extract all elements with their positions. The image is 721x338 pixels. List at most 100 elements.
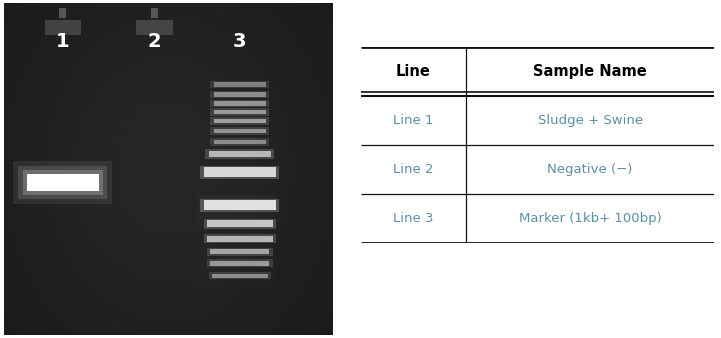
Bar — [197, 204, 276, 206]
Bar — [200, 199, 279, 212]
Bar — [211, 138, 270, 146]
Bar — [200, 166, 279, 179]
Bar — [197, 243, 276, 244]
Bar — [197, 202, 276, 203]
Text: Line 3: Line 3 — [393, 212, 434, 225]
Bar — [197, 270, 276, 271]
Bar — [197, 229, 276, 230]
Bar — [136, 20, 172, 35]
Bar — [59, 8, 66, 18]
Bar — [197, 201, 276, 202]
Bar — [197, 240, 276, 241]
Bar — [213, 101, 266, 105]
Bar — [197, 228, 276, 229]
Bar — [197, 214, 276, 215]
Bar — [197, 266, 276, 267]
Bar — [197, 252, 276, 253]
Bar — [45, 20, 81, 35]
Bar — [197, 219, 276, 220]
Bar — [212, 273, 267, 278]
Bar — [197, 262, 276, 263]
Bar — [197, 198, 276, 199]
Bar — [22, 170, 102, 194]
Text: Line: Line — [396, 64, 431, 79]
Bar — [197, 244, 276, 245]
Bar — [197, 269, 276, 270]
Bar — [208, 151, 271, 157]
Bar — [213, 92, 266, 97]
Bar — [197, 237, 276, 238]
Bar — [197, 241, 276, 242]
Bar — [197, 196, 276, 197]
Bar — [197, 283, 276, 284]
Bar — [211, 91, 270, 98]
Bar — [197, 250, 276, 251]
Bar — [197, 254, 276, 255]
Bar — [197, 250, 276, 251]
Text: 2: 2 — [148, 32, 162, 51]
Bar — [197, 200, 276, 201]
Bar — [197, 195, 276, 196]
Text: Negative (−): Negative (−) — [547, 163, 633, 176]
Bar — [197, 225, 276, 226]
Bar — [197, 221, 276, 222]
Bar — [197, 282, 276, 283]
Bar — [197, 264, 276, 265]
Bar — [197, 267, 276, 268]
Bar — [197, 209, 276, 210]
Bar — [213, 110, 266, 114]
Bar — [197, 263, 276, 264]
Bar — [197, 235, 276, 236]
Text: 1: 1 — [56, 32, 69, 51]
Bar — [197, 224, 276, 225]
Bar — [197, 244, 276, 245]
Bar — [197, 265, 276, 266]
Text: Sample Name: Sample Name — [534, 64, 647, 79]
Bar — [197, 230, 276, 231]
Bar — [197, 203, 276, 204]
Bar — [197, 285, 276, 286]
Bar — [197, 272, 276, 273]
Bar — [197, 198, 276, 199]
Bar — [204, 234, 276, 243]
Text: Marker (1kb+ 100bp): Marker (1kb+ 100bp) — [519, 212, 661, 225]
Bar — [197, 277, 276, 278]
Bar — [197, 232, 276, 233]
Bar — [197, 207, 276, 208]
Bar — [207, 247, 273, 256]
Bar — [197, 276, 276, 277]
Bar — [18, 166, 107, 199]
Bar — [197, 259, 276, 260]
Bar — [197, 222, 276, 223]
Bar — [197, 199, 276, 200]
Bar — [211, 127, 270, 135]
Bar — [197, 233, 276, 234]
Bar — [197, 260, 276, 261]
Bar — [211, 100, 270, 107]
Bar — [197, 216, 276, 217]
Bar — [197, 227, 276, 228]
Bar — [197, 206, 276, 207]
Bar — [197, 275, 276, 276]
Bar — [197, 212, 276, 213]
Bar — [204, 219, 276, 228]
Bar — [197, 280, 276, 281]
Bar — [207, 236, 273, 242]
Bar — [211, 81, 270, 88]
Bar — [197, 280, 276, 281]
Bar — [197, 281, 276, 282]
Bar — [197, 222, 276, 223]
Bar — [207, 220, 273, 227]
Bar — [197, 234, 276, 235]
Bar — [197, 253, 276, 254]
Bar — [197, 286, 276, 287]
Bar — [14, 161, 112, 204]
Bar — [211, 117, 270, 125]
Bar — [197, 210, 276, 211]
Text: 3: 3 — [233, 32, 247, 51]
Bar — [197, 261, 276, 262]
Bar — [197, 258, 276, 259]
Bar — [197, 212, 276, 213]
Bar — [213, 82, 266, 87]
Bar — [211, 261, 270, 266]
